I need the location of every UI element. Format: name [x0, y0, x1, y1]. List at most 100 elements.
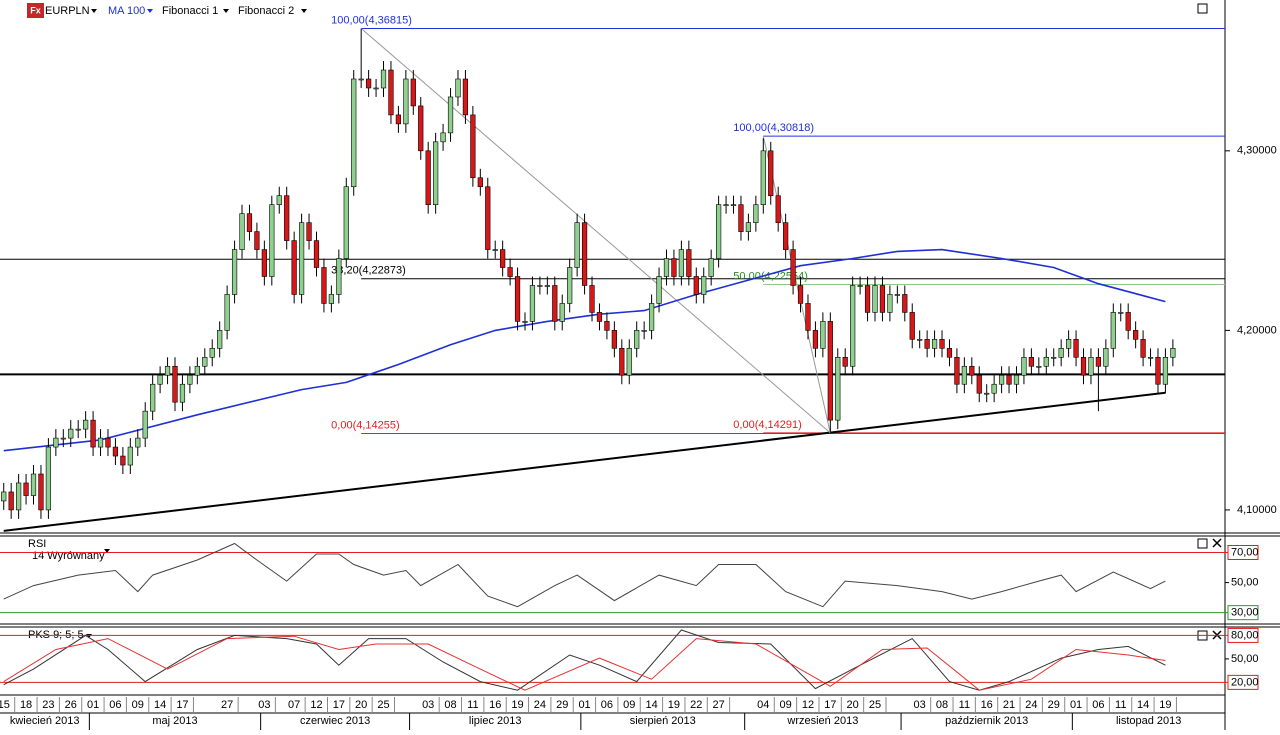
indicator-label[interactable]: MA 100: [108, 5, 145, 17]
indicator-label[interactable]: Fibonacci 1: [162, 5, 218, 17]
candle-body: [954, 357, 960, 385]
candle-body: [686, 249, 692, 277]
y-tick-label: 80,00: [1231, 629, 1259, 641]
candle-body: [343, 186, 349, 259]
dropdown-arrow[interactable]: [301, 9, 307, 13]
candle-body: [522, 321, 528, 323]
candle-body: [872, 285, 878, 313]
x-tick-label: 21: [1003, 699, 1015, 711]
candle-body: [1118, 312, 1124, 314]
candle-body: [1051, 357, 1057, 359]
x-tick-label: 20: [355, 699, 367, 711]
x-tick-label: 14: [1137, 699, 1149, 711]
x-tick-label: 11: [467, 699, 478, 711]
x-tick-label: 14: [645, 699, 657, 711]
candle-body: [984, 392, 990, 395]
x-tick-label: 26: [65, 699, 77, 711]
symbol-icon[interactable]: [27, 3, 44, 18]
candle-body: [246, 213, 253, 232]
indicator-subtitle: 14 Wyrównany: [32, 550, 105, 562]
candle-body: [298, 222, 305, 295]
candle-body: [805, 303, 811, 331]
candle-body: [559, 303, 565, 322]
dropdown-arrow[interactable]: [91, 9, 97, 13]
candle-body: [976, 374, 982, 394]
candle-body: [663, 258, 670, 277]
x-tick-label: 16: [489, 699, 501, 711]
maximize-button[interactable]: [1197, 538, 1208, 549]
candle-body: [738, 204, 744, 232]
candle-body: [53, 437, 59, 448]
close-button[interactable]: [1212, 538, 1222, 548]
candle-body: [589, 285, 595, 313]
dropdown-arrow[interactable]: [223, 9, 229, 13]
candle-body: [68, 428, 74, 439]
candle-body: [1006, 374, 1012, 385]
candle-body: [142, 410, 148, 439]
dropdown-arrow[interactable]: [104, 549, 110, 553]
y-tick-label: 30,00: [1231, 607, 1259, 619]
candle-body: [23, 482, 29, 496]
candle-body: [209, 348, 215, 358]
candle-body: [120, 455, 126, 466]
candle-body: [83, 419, 89, 430]
candle-body: [1170, 348, 1176, 358]
candle-body: [656, 276, 662, 304]
candle-body: [723, 204, 729, 206]
candle-body: [1080, 357, 1087, 376]
candle-body: [931, 339, 938, 349]
candle-body: [1058, 348, 1064, 358]
month-label: sierpień 2013: [630, 715, 696, 727]
candle-body: [902, 294, 908, 313]
indicator-line: [3, 542, 1166, 608]
x-tick-label: 01: [578, 699, 590, 711]
candle-body: [611, 330, 617, 349]
candle-body: [447, 96, 454, 134]
level-box: [1227, 627, 1259, 643]
candle-body: [671, 258, 677, 277]
x-tick-label: 03: [258, 699, 270, 711]
x-tick-label: 19: [668, 699, 680, 711]
month-label: wrzesień 2013: [786, 715, 858, 727]
candle-body: [462, 78, 469, 116]
x-tick-label: 08: [936, 699, 948, 711]
x-tick-label: 29: [1048, 699, 1060, 711]
x-tick-label: 09: [132, 699, 144, 711]
trend-line: [360, 28, 831, 434]
candle-body: [760, 150, 766, 205]
candle-body: [648, 303, 655, 331]
candle-body: [1066, 339, 1072, 349]
candle-body: [768, 150, 774, 197]
x-tick-label: 09: [780, 699, 792, 711]
indicator-label[interactable]: Fibonacci 2: [238, 5, 294, 17]
month-label: czerwiec 2013: [300, 715, 370, 727]
x-tick-label: 17: [176, 699, 188, 711]
symbol-label[interactable]: EURPLN: [45, 5, 90, 17]
candle-body: [835, 357, 841, 421]
candle-body: [917, 339, 923, 341]
maximize-button[interactable]: [1197, 3, 1208, 14]
candle-body: [894, 294, 900, 296]
candle-body: [544, 285, 550, 287]
x-tick-label: 03: [422, 699, 434, 711]
candle-body: [105, 437, 111, 448]
x-tick-label: 07: [288, 699, 300, 711]
fibonacci-label: 0,00(4,14291): [733, 419, 802, 431]
dropdown-arrow[interactable]: [147, 9, 153, 13]
x-tick-label: 19: [1159, 699, 1171, 711]
candle-body: [1147, 357, 1154, 359]
candle-body: [514, 276, 521, 322]
x-tick-label: 01: [1070, 699, 1082, 711]
candle-body: [254, 231, 260, 250]
x-tick-label: 23: [42, 699, 54, 711]
trend-line: [762, 135, 831, 434]
candle-body: [634, 330, 640, 349]
candle-body: [574, 222, 580, 268]
month-label: kwiecień 2013: [10, 715, 80, 727]
candle-body: [701, 276, 707, 295]
candle-body: [313, 240, 320, 268]
candle-body: [60, 437, 66, 440]
candle-body: [477, 177, 483, 188]
symbol-icon-text: Fx: [30, 5, 41, 15]
